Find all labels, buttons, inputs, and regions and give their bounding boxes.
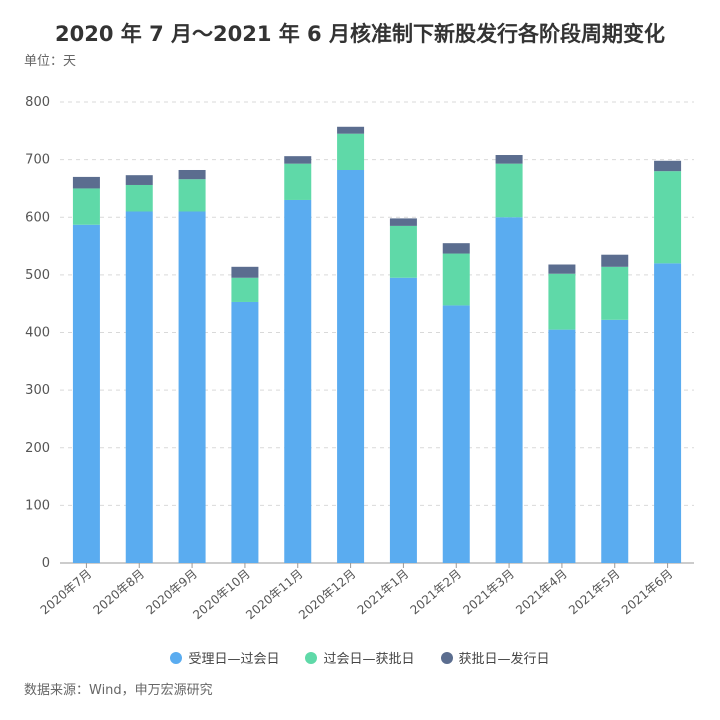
bar-segment-series-3 (654, 160, 682, 172)
y-tick-label: 300 (25, 383, 50, 398)
bar-segment-series-2 (654, 171, 682, 264)
chart-title: 2020 年 7 月～2021 年 6 月核准制下新股发行各阶段周期变化 (55, 22, 665, 46)
legend-item-series-2: 过会日—获批日 (305, 648, 415, 667)
bar-segment-series-3 (337, 126, 365, 134)
bar-segment-series-2 (495, 163, 523, 218)
bar-segment-series-3 (125, 175, 153, 185)
bar-segment-series-2 (442, 253, 470, 306)
bar-segment-series-3 (72, 176, 100, 189)
bar-segment-series-2 (72, 188, 100, 225)
bar-segment-series-2 (178, 179, 206, 212)
y-tick-label: 600 (25, 210, 50, 225)
x-tick-label: 2020年11月 (243, 567, 305, 623)
bar-segment-series-2 (125, 184, 153, 212)
x-tick-label: 2021年3月 (460, 567, 517, 618)
bar-segment-series-2 (284, 163, 312, 200)
y-tick-label: 0 (42, 556, 50, 571)
bar-segment-series-1 (231, 301, 259, 563)
legend-label-series-2: 过会日—获批日 (323, 652, 415, 667)
bar-segment-series-2 (601, 266, 629, 320)
legend-marker-series-3 (440, 651, 453, 664)
bar-segment-series-1 (548, 329, 576, 563)
y-tick-label: 800 (25, 95, 50, 110)
bar-segment-series-3 (548, 264, 576, 274)
bar-segment-series-3 (442, 243, 470, 254)
x-tick-label: 2020年7月 (38, 567, 95, 618)
bar-segment-series-3 (601, 254, 629, 267)
y-tick-label: 700 (25, 153, 50, 168)
x-tick-label: 2021年5月 (566, 567, 623, 618)
x-tick-label: 2021年6月 (619, 567, 676, 618)
bar-segment-series-3 (389, 218, 417, 226)
bar-segment-series-1 (601, 319, 629, 563)
bar-segment-series-3 (284, 156, 312, 164)
x-tick-label: 2021年4月 (513, 567, 570, 618)
x-tick-label: 2021年2月 (408, 567, 465, 618)
legend: 受理日—过会日 过会日—获批日 获批日—发行日 (0, 648, 720, 667)
y-tick-label: 200 (25, 441, 50, 456)
legend-item-series-1: 受理日—过会日 (170, 648, 279, 667)
bar-segment-series-1 (72, 224, 100, 563)
bar-segment-series-1 (654, 263, 682, 563)
y-tick-label: 400 (25, 326, 50, 341)
legend-label-series-3: 获批日—发行日 (458, 652, 550, 667)
bar-segment-series-1 (125, 211, 153, 564)
bar-segment-series-2 (337, 133, 365, 170)
y-tick-label: 500 (25, 268, 50, 283)
y-tick-label: 100 (25, 498, 50, 513)
bar-segment-series-2 (548, 273, 576, 330)
bar-segment-series-3 (495, 155, 523, 164)
bar-segment-series-2 (231, 277, 259, 302)
x-tick-label: 2020年12月 (296, 567, 358, 623)
unit-label: 单位：天 (24, 54, 77, 69)
bar-segment-series-1 (337, 169, 365, 563)
bar-segment-series-1 (442, 305, 470, 563)
bar-segment-series-1 (284, 199, 312, 563)
x-tick-label: 2021年1月 (355, 567, 412, 618)
x-tick-label: 2020年8月 (91, 567, 148, 618)
x-tick-label: 2020年10月 (190, 567, 252, 623)
bar-segment-series-2 (389, 225, 417, 278)
bar-segment-series-3 (231, 266, 259, 278)
bar-segment-series-1 (389, 277, 417, 563)
legend-marker-series-2 (305, 651, 318, 664)
bar-segment-series-3 (178, 169, 206, 180)
legend-item-series-3: 获批日—发行日 (440, 648, 550, 667)
legend-label-series-1: 受理日—过会日 (188, 652, 280, 667)
source-note: 数据来源：Wind，申万宏源研究 (24, 683, 213, 698)
bar-segment-series-1 (178, 211, 206, 564)
bar-segment-series-1 (495, 217, 523, 563)
legend-marker-series-1 (170, 651, 183, 664)
